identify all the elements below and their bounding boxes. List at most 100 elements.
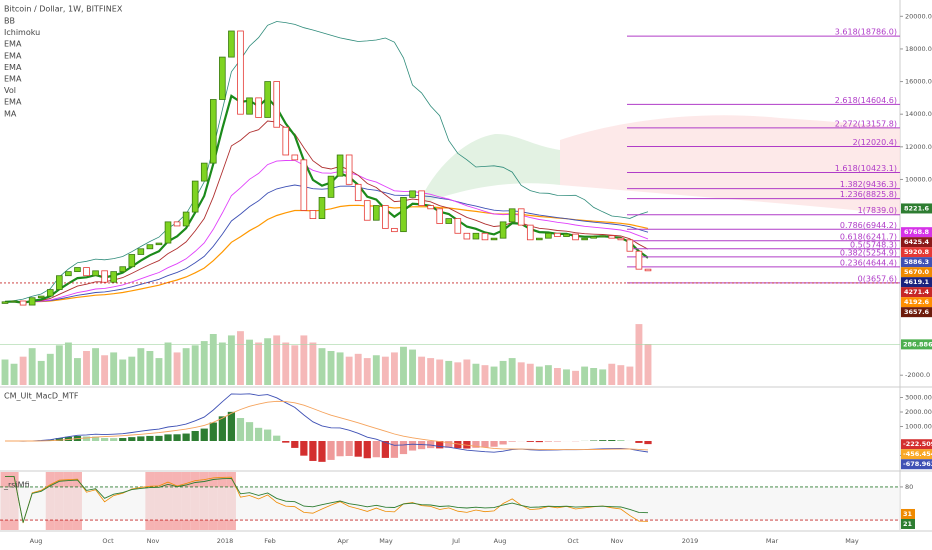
macd-histogram <box>436 440 444 449</box>
macd-histogram <box>155 435 163 441</box>
macd-histogram <box>408 440 417 451</box>
volume-bar <box>563 369 570 385</box>
volume-bar <box>363 358 371 385</box>
fib-label: 0(3657.6) <box>858 274 897 283</box>
volume-bar <box>209 334 217 385</box>
volume-bar <box>273 335 281 385</box>
macd-histogram <box>309 440 317 461</box>
volume-bar <box>155 358 163 385</box>
candle <box>246 97 253 115</box>
y-tick-label: 18000.0 <box>905 45 932 53</box>
candle <box>554 232 561 237</box>
candle <box>382 205 389 229</box>
candle <box>472 232 480 240</box>
macd-histogram <box>481 440 489 448</box>
volume-bar <box>101 355 109 385</box>
volume-bar <box>137 348 145 385</box>
fib-label: 0.786(6944.2) <box>840 221 897 230</box>
macd-histogram <box>91 436 100 441</box>
candle <box>490 237 498 241</box>
candle <box>164 221 172 244</box>
macd-histogram <box>472 440 480 448</box>
candle <box>237 30 244 115</box>
candle <box>545 232 552 239</box>
x-tick-label: 2019 <box>682 537 699 545</box>
price-badge-label: 5886.3 <box>904 258 929 266</box>
volume-bar <box>110 352 118 385</box>
candle <box>273 81 280 128</box>
volume-bar <box>327 351 335 385</box>
volume-bar <box>200 341 208 385</box>
indicator-name: MA <box>4 109 17 118</box>
candle <box>28 297 36 306</box>
candle <box>499 221 507 239</box>
volume-bar <box>19 356 27 385</box>
candle <box>626 239 634 252</box>
macd-badge <box>901 449 932 460</box>
x-tick-label: May <box>379 537 393 545</box>
volume-bar <box>617 365 625 385</box>
candle <box>463 232 471 240</box>
volume-badge <box>901 339 932 350</box>
macd-histogram <box>273 435 281 441</box>
x-tick-label: Aug <box>30 537 43 545</box>
price-badge <box>901 287 932 298</box>
mfi-line <box>5 475 649 524</box>
macd-histogram <box>544 440 553 442</box>
candle <box>1 301 9 304</box>
candle <box>590 236 597 239</box>
macd-histogram <box>100 437 109 441</box>
signal-line <box>5 400 649 451</box>
pane-title: CM_Ult_MacD_MTF <box>4 392 79 401</box>
price-badge-label: 4619.1 <box>904 278 930 286</box>
volume-bar <box>626 366 634 385</box>
ichimoku-cloud <box>560 115 900 215</box>
fib-label: 1(7839.0) <box>858 206 897 215</box>
volume-bar <box>345 356 353 385</box>
x-tick-label: Oct <box>567 537 579 545</box>
volume-bar <box>300 335 308 385</box>
volume-bar <box>526 363 534 385</box>
candle <box>563 233 570 237</box>
pane-title: _rsiMfi <box>3 481 30 490</box>
volume-bar <box>92 348 100 385</box>
candle <box>409 190 416 198</box>
candle <box>191 180 199 213</box>
candle <box>119 266 127 273</box>
macd-histogram <box>635 440 643 443</box>
macd-histogram <box>490 440 498 447</box>
volume-bar <box>218 342 226 385</box>
macd-histogram <box>390 440 399 458</box>
fib-label: 2.618(14604.6) <box>835 96 897 105</box>
macd-badge-label: -678.9638 <box>903 460 932 468</box>
x-tick-label: Jul <box>451 537 460 545</box>
candle <box>137 248 145 255</box>
macd-histogram <box>282 440 290 443</box>
fib-label: 2.272(13157.8) <box>835 119 897 128</box>
volume-bar <box>246 339 253 385</box>
fib-label: 0.618(6241.7) <box>840 232 897 241</box>
x-tick-label: Nov <box>611 537 624 545</box>
macd-histogram <box>264 429 272 441</box>
candle <box>517 208 525 226</box>
price-badge <box>901 297 932 308</box>
rsi-badge <box>901 508 915 519</box>
macd-histogram <box>508 440 516 442</box>
candle <box>228 30 235 58</box>
volume-bar <box>146 351 154 385</box>
indicator-name: EMA <box>4 40 22 49</box>
volume-bar <box>227 335 235 385</box>
price-badge-label: 4192.6 <box>904 298 930 306</box>
macd-histogram <box>345 440 353 456</box>
volume-bar <box>381 356 389 385</box>
volume-bar <box>644 344 652 385</box>
macd-line <box>4 393 649 453</box>
volume-bar <box>83 351 90 385</box>
indicator-name: Ichimoku <box>4 28 40 37</box>
candle <box>635 250 643 270</box>
price-badge <box>901 277 932 288</box>
volume-bar <box>517 362 525 385</box>
indicator-name: Vol <box>4 86 16 95</box>
y-tick-label: 10000.0 <box>905 175 932 183</box>
